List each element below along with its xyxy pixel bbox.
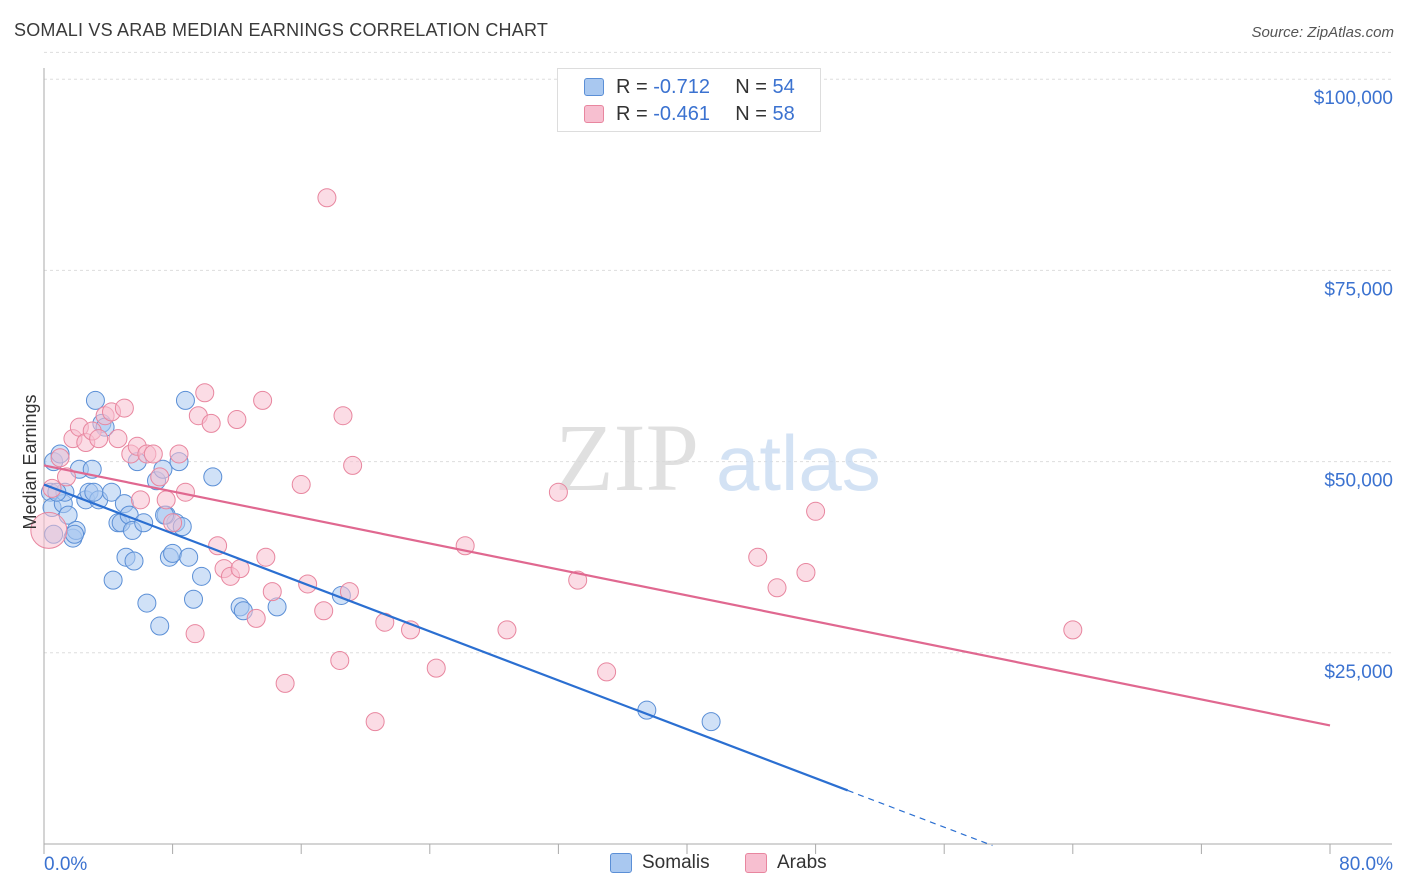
legend-n-label: N = — [735, 75, 767, 98]
arab-swatch — [584, 105, 604, 123]
arab-point — [156, 490, 176, 510]
arab-point — [275, 673, 295, 693]
legend-n-label: N = — [735, 102, 767, 125]
x-tick-label: 80.0% — [1339, 854, 1393, 875]
somali-point — [103, 570, 123, 590]
y-tick-label: $25,000 — [1324, 662, 1393, 683]
arab-point — [330, 650, 350, 670]
arab-point — [291, 475, 311, 495]
arab-point — [108, 429, 128, 449]
arab-point — [365, 712, 385, 732]
somali-point — [183, 589, 203, 609]
somali-point — [85, 390, 105, 410]
arab-point — [150, 467, 170, 487]
legend-n-value: 58 — [772, 102, 795, 125]
y-tick-label: $50,000 — [1324, 471, 1393, 492]
arab-point — [143, 444, 163, 464]
legend-row-somalis: R = -0.712 N = 54 — [584, 75, 795, 99]
correlation-legend: R = -0.712 N = 54 R = -0.461 N = 58 — [557, 68, 821, 132]
arab-point — [597, 662, 617, 682]
arab-point — [30, 511, 68, 549]
somali-point — [163, 543, 183, 563]
somali-point — [65, 524, 85, 544]
somali-point — [192, 566, 212, 586]
somali-trend-line — [43, 483, 849, 792]
arab-point — [89, 429, 109, 449]
x-tick-label: 0.0% — [44, 854, 87, 875]
arab-swatch — [745, 853, 767, 873]
arab-point — [333, 406, 353, 426]
arab-point — [314, 601, 334, 621]
chart-title: SOMALI VS ARAB MEDIAN EARNINGS CORRELATI… — [14, 20, 549, 40]
arab-point — [426, 658, 446, 678]
arab-point — [208, 536, 228, 556]
bottom-legend-label: Somalis — [642, 852, 710, 873]
arab-point — [185, 624, 205, 644]
somali-swatch — [610, 853, 632, 873]
arab-point — [114, 398, 134, 418]
y-tick-label: $100,000 — [1314, 88, 1393, 109]
somali-point — [137, 593, 157, 613]
arab-point — [317, 188, 337, 208]
arab-point — [497, 620, 517, 640]
arab-point — [227, 410, 247, 430]
legend-r-value: -0.712 — [653, 75, 710, 98]
bottom-legend-arabs: Arabs — [745, 852, 827, 874]
somali-point — [84, 482, 104, 502]
bottom-legend-somalis: Somalis — [610, 852, 710, 874]
axes — [43, 68, 1392, 854]
legend-n-value: 54 — [772, 75, 795, 98]
arab-point — [1063, 620, 1083, 640]
arab-point — [256, 547, 276, 567]
arab-point — [246, 608, 266, 628]
watermark-zip: ZIP — [555, 404, 699, 511]
arab-point — [169, 444, 189, 464]
bottom-legend-label: Arabs — [777, 852, 827, 873]
arab-point — [548, 482, 568, 502]
arab-point — [748, 547, 768, 567]
arab-point — [195, 383, 215, 403]
arab-point — [796, 562, 816, 582]
somali-point — [150, 616, 170, 636]
somali-swatch — [584, 78, 604, 96]
y-tick-label: $75,000 — [1324, 279, 1393, 300]
arab-points — [30, 188, 1083, 732]
source-label: Source: ZipAtlas.com — [1251, 24, 1394, 41]
somali-point — [701, 712, 721, 732]
arab-point — [253, 390, 273, 410]
arab-point — [50, 448, 70, 468]
arab-point — [130, 490, 150, 510]
arab-point — [57, 467, 77, 487]
somali-trend-extension — [847, 789, 993, 847]
somali-point — [179, 547, 199, 567]
legend-r-value: -0.461 — [653, 102, 710, 125]
arab-point — [201, 413, 221, 433]
x-tick-labels: 0.0% 80.0% — [44, 854, 1393, 875]
y-axis-title: Median Earnings — [20, 394, 40, 529]
somali-point — [175, 390, 195, 410]
arab-point — [262, 582, 282, 602]
arab-trend-line — [43, 464, 1331, 727]
y-tick-labels: $25,000 $50,000 $75,000 $100,000 — [1314, 88, 1393, 683]
trend-lines — [43, 464, 1331, 847]
arab-point — [343, 455, 363, 475]
somali-point — [203, 467, 223, 487]
arab-point — [806, 501, 826, 521]
arab-point — [767, 578, 787, 598]
arab-point — [163, 513, 183, 533]
legend-r-label: R = — [616, 75, 648, 98]
somali-point — [124, 551, 144, 571]
legend-r-label: R = — [616, 102, 648, 125]
legend-row-arabs: R = -0.461 N = 58 — [584, 102, 795, 126]
arab-point — [568, 570, 588, 590]
watermark-atlas: atlas — [716, 419, 881, 507]
